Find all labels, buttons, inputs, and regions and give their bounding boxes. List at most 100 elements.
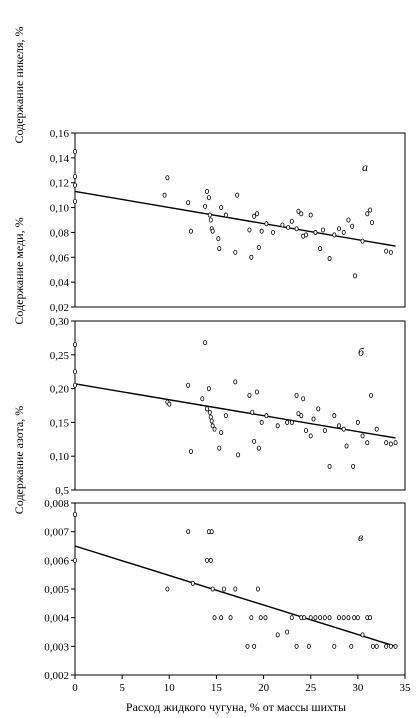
y-tick-label: 0,16 (50, 128, 70, 140)
data-point (249, 615, 254, 621)
data-point (306, 643, 311, 649)
data-point (275, 423, 280, 429)
data-point (308, 212, 313, 218)
data-point (259, 228, 264, 234)
data-point (208, 217, 213, 223)
panel-label: б (358, 345, 365, 359)
data-point (219, 205, 224, 211)
data-point (186, 200, 191, 206)
data-point (285, 629, 290, 635)
y-tick-label: 0,003 (44, 641, 69, 653)
data-point (285, 419, 290, 425)
data-point (203, 203, 208, 209)
data-point (296, 208, 301, 214)
data-point (384, 248, 389, 254)
data-point (374, 643, 379, 649)
data-point (320, 227, 325, 233)
data-point (352, 615, 357, 621)
data-point (299, 211, 304, 217)
data-point (233, 249, 238, 255)
data-point (256, 244, 261, 250)
data-point (209, 529, 214, 535)
data-point (206, 195, 211, 201)
data-point (370, 643, 375, 649)
data-point (233, 586, 238, 592)
data-point (210, 423, 215, 429)
data-point (252, 213, 257, 219)
y-tick-label: 0,5 (55, 485, 69, 497)
data-point (219, 615, 224, 621)
plot-frame (74, 132, 406, 308)
trend-line (74, 545, 396, 648)
data-point (355, 419, 360, 425)
y-tick-label: 0,10 (50, 203, 70, 215)
data-point (308, 615, 313, 621)
data-point (167, 401, 172, 407)
y-tick-label: 0,06 (50, 252, 70, 264)
data-point (301, 396, 306, 402)
data-point (263, 615, 268, 621)
data-point (350, 223, 355, 229)
data-point (344, 443, 349, 449)
data-point (280, 222, 285, 228)
data-point (252, 438, 257, 444)
trend-line (74, 383, 396, 439)
data-point (388, 249, 393, 255)
data-point (200, 396, 205, 402)
data-point (73, 382, 78, 388)
data-point (294, 392, 299, 398)
data-point (336, 423, 341, 429)
data-point (206, 386, 211, 392)
data-point (302, 615, 307, 621)
data-point (254, 211, 259, 217)
trend-line (74, 190, 396, 247)
data-point (259, 419, 264, 425)
data-point (204, 406, 209, 412)
data-point (275, 632, 280, 638)
data-point (318, 615, 323, 621)
data-point (322, 615, 327, 621)
y-tick-label: 0,008 (44, 498, 69, 510)
data-point (336, 615, 341, 621)
data-point (208, 414, 213, 420)
data-point (341, 615, 346, 621)
data-point (210, 228, 215, 234)
data-point (252, 643, 257, 649)
x-tick-label: 25 (305, 682, 317, 694)
data-point (368, 207, 373, 213)
data-point (190, 580, 195, 586)
data-point (228, 615, 233, 621)
data-point (256, 445, 261, 451)
data-point (294, 643, 299, 649)
y-tick-label: 0,006 (44, 555, 69, 567)
x-tick-label: 5 (119, 682, 125, 694)
y-tick-label: 0,004 (44, 613, 69, 625)
data-point (332, 232, 337, 238)
data-point (165, 586, 170, 592)
data-point (393, 440, 398, 446)
data-point (393, 643, 398, 649)
data-point (318, 246, 323, 252)
y-tick-label: 0,08 (50, 227, 70, 239)
data-point (209, 418, 214, 424)
data-point (327, 615, 332, 621)
data-point (245, 643, 250, 649)
data-point (204, 188, 209, 194)
data-point (73, 198, 78, 204)
data-point (327, 463, 332, 469)
data-point (73, 369, 78, 375)
data-point (255, 586, 260, 592)
data-point (270, 229, 275, 235)
x-tick-label: 20 (258, 682, 270, 694)
data-point (219, 430, 224, 436)
data-point (327, 256, 332, 262)
data-point (384, 643, 389, 649)
x-tick-label: 30 (352, 682, 364, 694)
y-tick-label: 0,14 (50, 153, 70, 165)
data-point (258, 615, 263, 621)
y-tick-label: 0,04 (50, 277, 70, 289)
data-point (349, 643, 354, 649)
y-tick-label: 0,20 (50, 384, 70, 396)
data-point (223, 212, 228, 218)
data-point (188, 228, 193, 234)
